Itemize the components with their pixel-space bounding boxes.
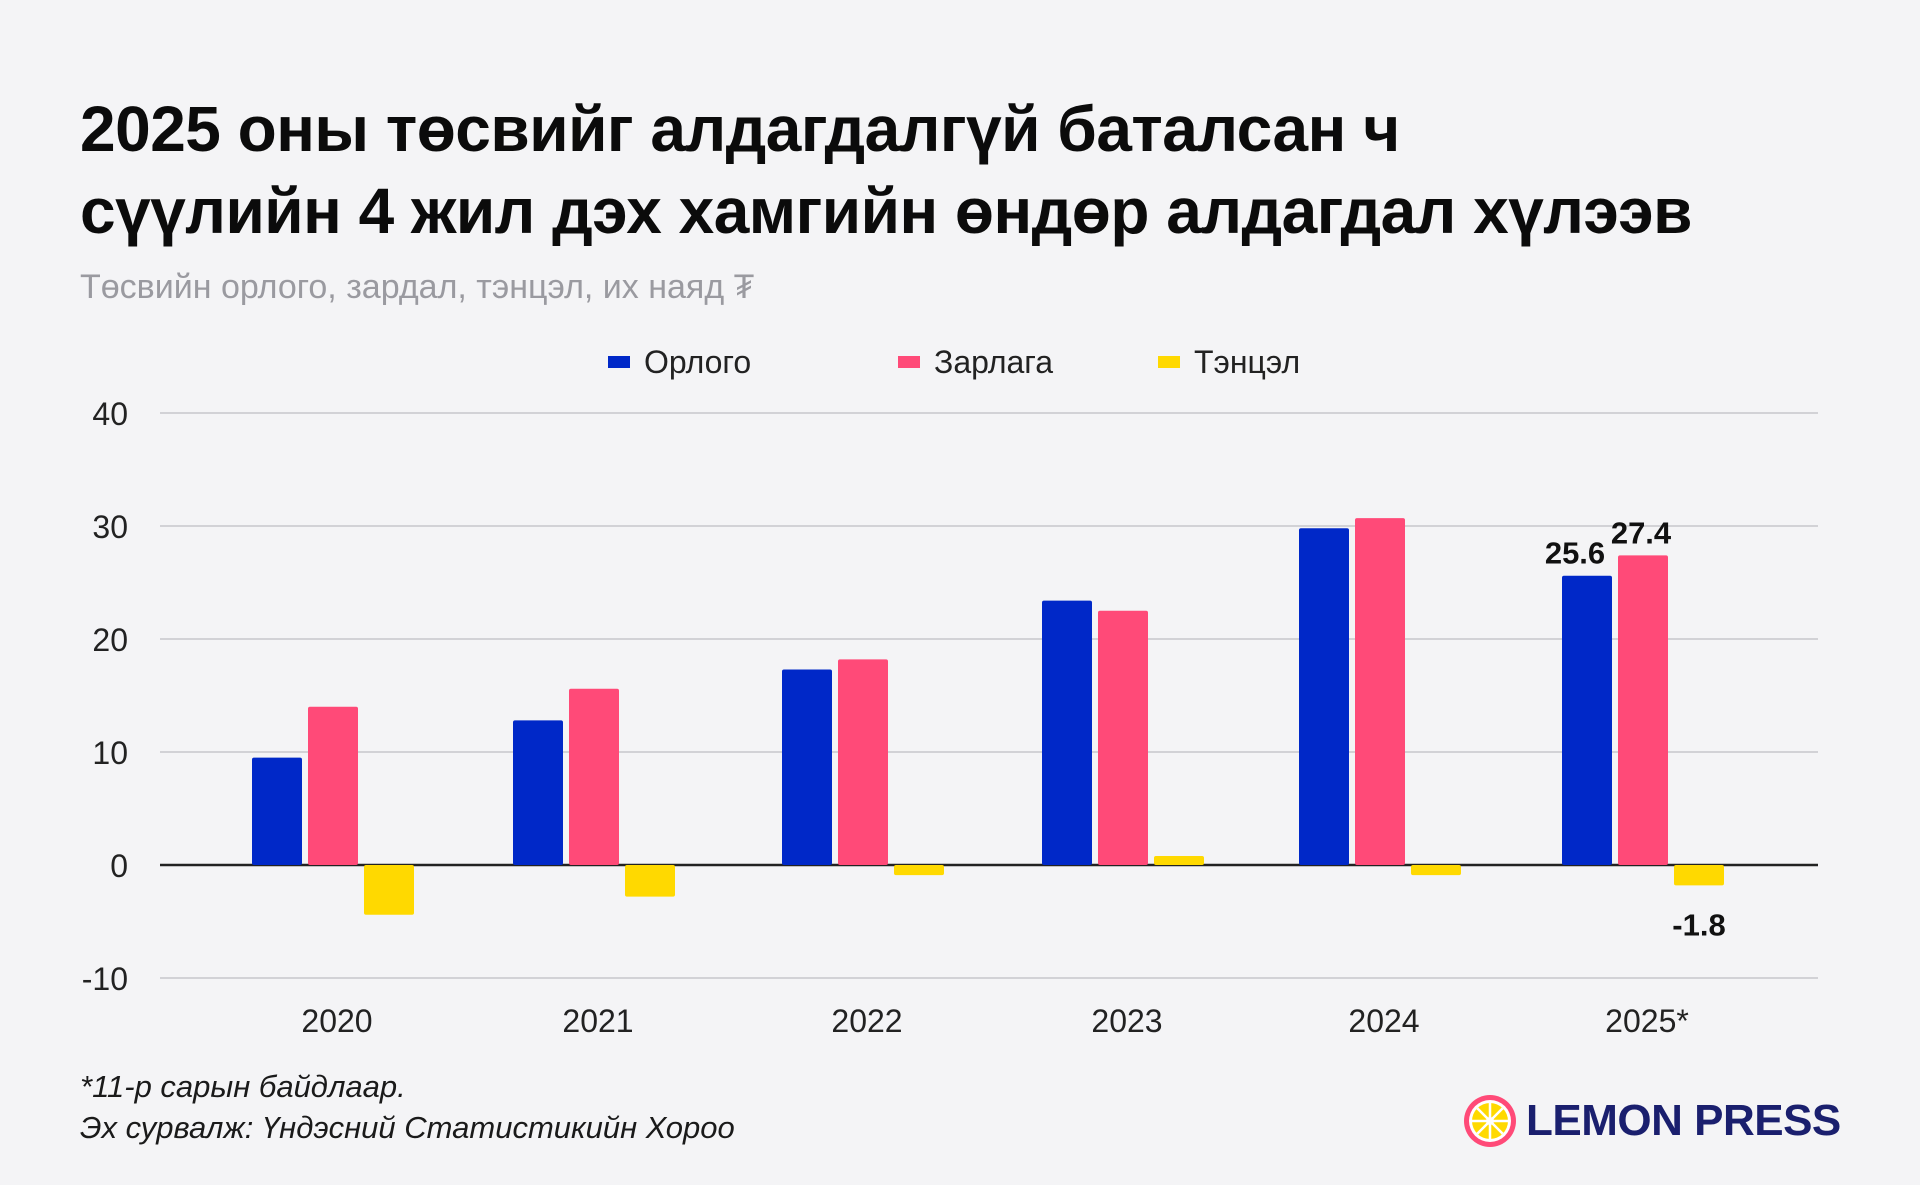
bar-balance — [1411, 865, 1461, 876]
chart-title-line-2: сүүлийн 4 жил дэх хамгийн өндөр алдагдал… — [80, 175, 1692, 247]
data-label: 25.6 — [1545, 536, 1605, 571]
bar-income — [1562, 575, 1612, 865]
bar-balance — [625, 865, 675, 897]
legend-swatch-1 — [608, 356, 630, 368]
footnote-note: *11-р сарын байдлаар. — [80, 1069, 406, 1104]
y-tick-label: 40 — [92, 396, 128, 432]
bar-expense — [838, 659, 888, 865]
legend-swatch-2 — [898, 356, 920, 368]
bar-balance — [894, 865, 944, 876]
y-tick-label: -10 — [82, 961, 128, 997]
footnote: *11-р сарын байдлаар. Эх сурвалж: Үндэсн… — [80, 1066, 735, 1148]
y-tick-label: 0 — [110, 848, 128, 884]
budget-bar-chart: 40 30 20 10 0 -10 Орлого Зарлага Тэнцэл 2020 2021 2… — [82, 344, 1818, 1039]
bar-expense — [569, 688, 619, 865]
bar-income — [252, 757, 302, 865]
x-tick-label: 2022 — [831, 1003, 902, 1039]
bar-expense — [1355, 518, 1405, 865]
y-tick-label: 20 — [92, 622, 128, 658]
lemon-slice-icon — [1464, 1095, 1516, 1147]
legend-label-1: Орлого — [644, 344, 751, 380]
bar-income — [1299, 528, 1349, 865]
bar-income — [782, 669, 832, 865]
bar-income — [513, 720, 563, 865]
legend-label-3: Тэнцэл — [1194, 344, 1300, 380]
legend-label-2: Зарлага — [934, 344, 1053, 380]
lemon-press-logo: LEMON PRESS — [1462, 1090, 1841, 1152]
x-tick-label: 2020 — [301, 1003, 372, 1039]
y-tick-label: 30 — [92, 509, 128, 545]
x-tick-label: 2023 — [1091, 1003, 1162, 1039]
data-label: 27.4 — [1611, 515, 1672, 550]
legend-swatch-3 — [1158, 356, 1180, 368]
bar-expense — [1098, 610, 1148, 865]
bar-expense — [308, 706, 358, 865]
x-tick-label: 2024 — [1348, 1003, 1419, 1039]
footnote-source: Эх сурвалж: Үндэсний Статистикийн Хороо — [80, 1110, 735, 1145]
bar-income — [1042, 600, 1092, 865]
bar-balance — [1154, 855, 1204, 865]
y-tick-label: 10 — [92, 735, 128, 771]
chart-title: 2025 оны төсвийг алдагдалгүй баталсан ч … — [80, 88, 1880, 252]
x-tick-label: 2025* — [1605, 1003, 1689, 1039]
bar-expense — [1618, 555, 1668, 865]
x-tick-label: 2021 — [562, 1003, 633, 1039]
data-label: -1.8 — [1672, 907, 1725, 942]
bar-balance — [364, 865, 414, 915]
chart-title-line-1: 2025 оны төсвийг алдагдалгүй баталсан ч — [80, 93, 1400, 165]
bar-balance — [1674, 865, 1724, 886]
logo-text: LEMON PRESS — [1526, 1096, 1841, 1145]
chart-subtitle: Төсвийн орлого, зардал, тэнцэл, их наяд … — [80, 268, 755, 306]
